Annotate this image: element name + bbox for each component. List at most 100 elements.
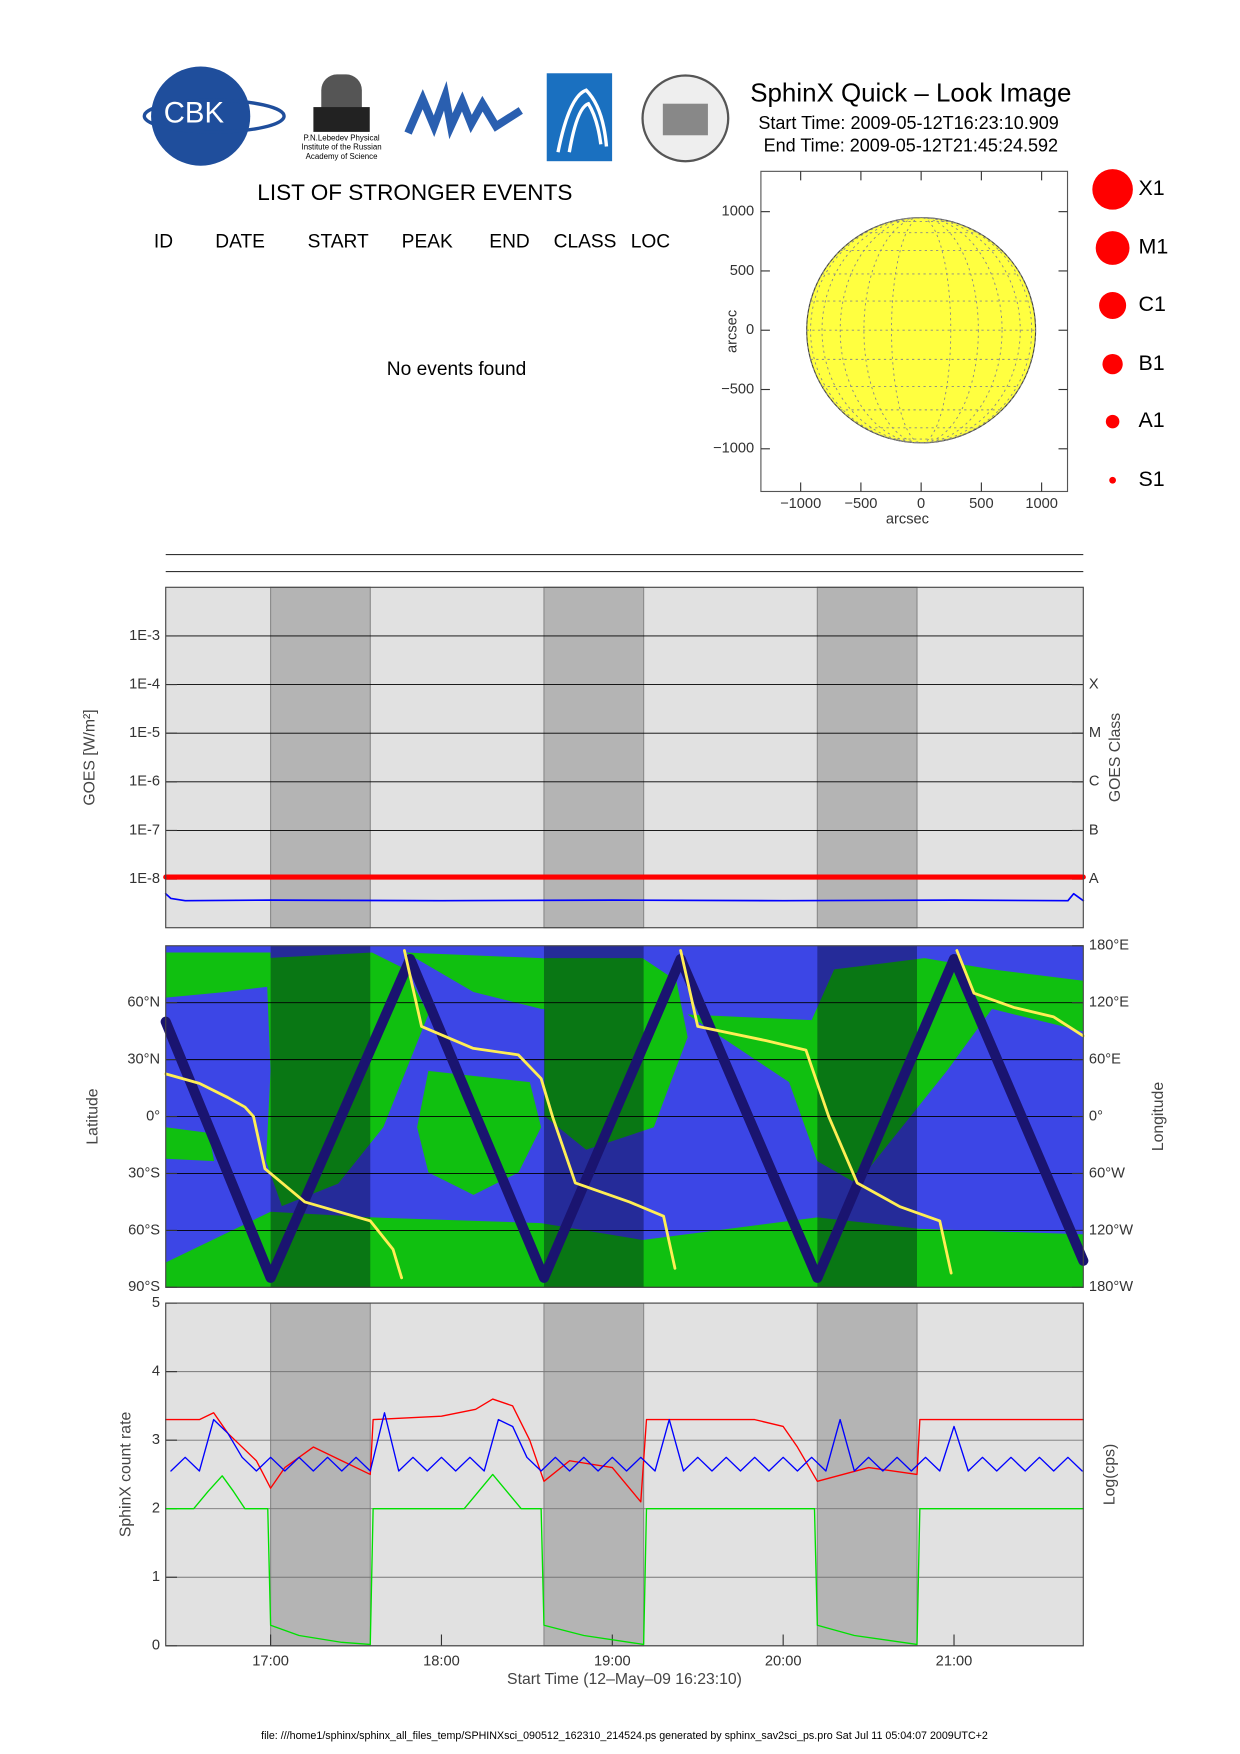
events-column: PEAK [402,231,453,252]
legend-label: M1 [1139,235,1169,259]
y-tick-label: 60°N [127,995,160,1011]
y-tick-label: 1E-8 [129,871,160,887]
institute-line: Institute of the Russian [302,143,382,152]
disk-meridian [821,217,1021,444]
legend-label: B1 [1139,351,1165,375]
legend-marker [1102,353,1123,375]
legend-label: X1 [1139,176,1165,200]
y-tick-label: −500 [721,381,754,397]
series-line [164,949,1085,1280]
y2-tick-label: C [1089,774,1100,790]
series-line [165,1398,1084,1503]
map-region [544,958,688,1150]
legend-marker [1092,169,1133,210]
events-message: No events found [387,359,527,380]
start-time: Start Time: 2009-05-12T16:23:10.909 [758,113,1058,133]
logo-portrait-body [313,107,370,132]
map-region [165,1127,215,1162]
legend-marker [1099,291,1127,320]
y2-tick-label: A [1089,871,1099,887]
title: SphinX Quick – Look Image [750,80,1071,108]
y2-axis-title: Longitude [1150,1082,1167,1151]
x-tick-label: 20:00 [765,1653,802,1669]
y-tick-label: −1000 [713,441,754,457]
legend-marker [1095,231,1130,265]
footer: file: ///home1/sphinx/sphinx_all_files_t… [261,1730,988,1742]
eclipse-band [270,586,371,929]
y-tick-label: 500 [730,263,754,279]
x-tick-label: 1000 [1025,496,1058,512]
class-legend: X1 M1 C1 B1 A1 S1 [1092,169,1168,491]
y-tick-label: 1000 [722,204,755,220]
y-tick-label: 5 [152,1295,160,1311]
x-tick-label: 500 [969,496,993,512]
logo-mian [404,81,523,140]
y2-tick-label: B [1089,822,1099,838]
y-tick-label: 90°S [128,1279,160,1295]
y-tick-label: 1E-4 [129,676,160,692]
y-tick-label: 1E-6 [129,774,160,790]
y-tick-label: 0 [152,1638,160,1654]
x-tick-label: 19:00 [594,1653,631,1669]
y-tick-label: 1E-5 [129,725,160,741]
eclipse-band [543,1302,645,1647]
institute-line: Academy of Science [306,152,378,161]
goes-panel: 1E-8 1E-7 1E-6 1E-5 1E-4 1E-3 A B C M X GOES [W/m²]… [81,586,1124,929]
y2-axis-title: Log(cps) [1102,1444,1119,1505]
events-column: CLASS [554,231,617,252]
eclipse-band [270,1302,371,1647]
events-column: LOC [631,231,671,252]
disk-meridian [810,217,1033,444]
eclipse-band [816,1302,918,1647]
legend-marker [1109,476,1116,484]
eclipse-band [816,586,918,929]
map-region [165,952,271,998]
map-panel: 90°S 60°S 30°S 0° 30°N 60°N 180°W 120°W 60°W 0° 60… [85,938,1167,1296]
y-tick-label: 2 [152,1501,160,1517]
legend-label: S1 [1139,467,1165,491]
y-axis-title: Latitude [85,1088,102,1144]
series-line [164,892,1085,902]
plot-frame [165,1302,1084,1647]
events-column: END [489,231,529,252]
y-tick-label: 30°S [128,1165,160,1181]
y-tick-label: 30°N [127,1051,160,1067]
y2-tick-label: 180°W [1089,1279,1133,1295]
legend-label: A1 [1139,408,1165,432]
legend-marker [1105,414,1120,429]
y-tick-label: 1E-3 [129,628,160,644]
y-tick-label: 1E-7 [129,822,160,838]
series-line [165,1473,1084,1646]
disk-panel: −1000 −500 0 500 1000 −1000 −500 0 500 1000 arcsec… [713,170,1069,528]
y2-tick-label: 60°W [1089,1165,1125,1181]
y2-tick-label: 180°E [1089,938,1129,954]
y2-axis-title: GOES Class [1107,713,1124,802]
y-tick-label: 60°S [128,1222,160,1238]
series-line [160,953,1089,1283]
legend-label: C1 [1139,292,1166,316]
logo-seal-building [662,103,708,136]
x-tick-label: −1000 [780,496,821,512]
eclipse-band [543,586,645,929]
sphinx-panel: 0 1 2 3 4 5 17:00 18:00 19:00 20:00 21:00 SphinX co… [117,1295,1118,1688]
y2-tick-label: X [1089,676,1099,692]
x-tick-label: 0 [917,496,925,512]
logo-cbk-ring [142,98,286,134]
x-tick-label: 18:00 [423,1653,460,1669]
events-title: LIST OF STRONGER EVENTS [257,180,572,205]
x-tick-label: 17:00 [252,1653,289,1669]
y-tick-label: 3 [152,1432,160,1448]
x-tick-label: 21:00 [936,1653,973,1669]
y-tick-label: 0 [746,322,754,338]
y-axis-title: arcsec [725,310,741,353]
series-line [170,1412,1083,1472]
y2-tick-label: M [1089,725,1101,741]
y-tick-label: 0° [146,1108,160,1124]
y2-tick-label: 120°W [1089,1222,1133,1238]
y2-tick-label: 60°E [1089,1051,1121,1067]
map-region [687,958,1084,1184]
logos: CBK P.N.Lebedev Physical Institute of th… [142,66,730,166]
y-axis-title: GOES [W/m²] [81,709,98,805]
